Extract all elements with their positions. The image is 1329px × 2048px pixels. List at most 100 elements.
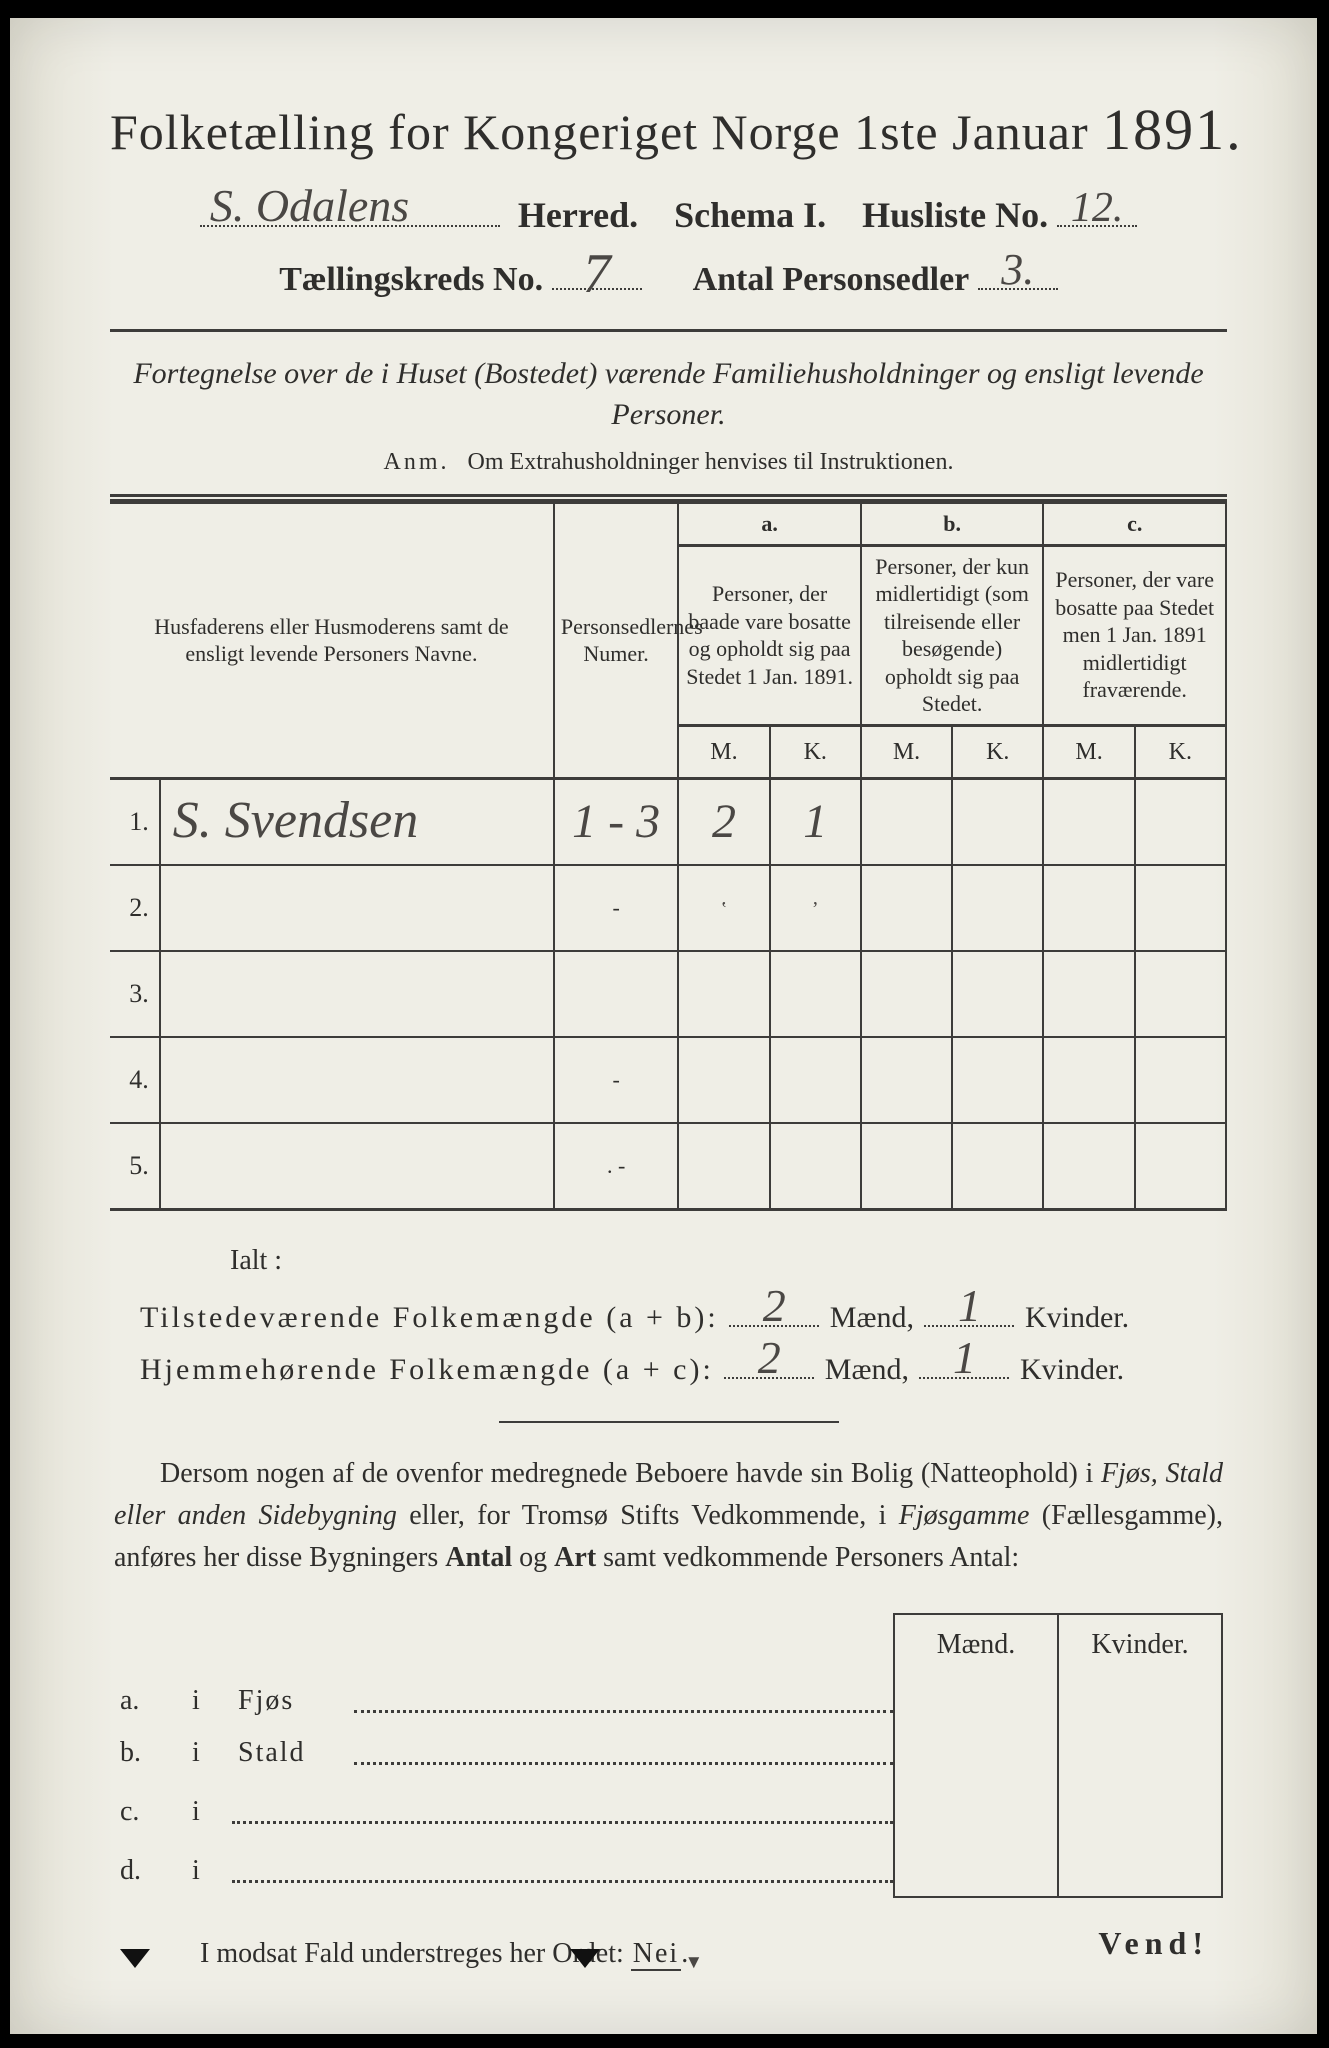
page-title: Folketælling for Kongeriget Norge 1ste J… [110, 96, 1227, 163]
tick: ‛ [721, 898, 728, 920]
anm-label: Anm. [384, 449, 450, 475]
nei-pre: I modsat Fald understreges her Ordet: [200, 1938, 624, 1969]
bld-i: i [186, 1675, 232, 1727]
row-num: 2. [110, 865, 160, 951]
row-num: 1. [110, 778, 160, 865]
p-t4: og [512, 1542, 554, 1573]
dersom-paragraph: Dersom nogen af de ovenfor medregnede Be… [114, 1453, 1223, 1579]
bld-i: i [186, 1838, 232, 1897]
row-seq: - [554, 1037, 678, 1123]
bld-m [894, 1727, 1058, 1779]
totals-row-2: Hjemmehørende Folkemængde (a + c): 2 Mæn… [140, 1347, 1227, 1387]
maend-label: Mænd, [830, 1301, 914, 1334]
a-M: M. [678, 725, 769, 778]
antal-label: Antal Personsedler [693, 261, 970, 298]
page-outer: Folketælling for Kongeriget Norge 1ste J… [0, 0, 1329, 2048]
tot1-label: Tilstedeværende Folkemængde (a + b): [140, 1301, 719, 1334]
p-b1: Antal [445, 1542, 512, 1573]
bld-row: c. i [114, 1779, 1222, 1838]
bld-m [894, 1838, 1058, 1897]
bld-kvinder-head: Kvinder. [1058, 1614, 1222, 1675]
subhead: Fortegnelse over de i Huset (Bostedet) v… [110, 354, 1227, 435]
building-table: Mænd. Kvinder. a. i Fjøs b. i Stald [114, 1613, 1223, 1898]
census-table: Husfaderens eller Husmoderens samt de en… [110, 501, 1227, 1211]
a-K: K. [770, 725, 861, 778]
bld-lab: b. [114, 1727, 186, 1779]
title-year: 1891. [1102, 97, 1243, 162]
husliste-value: 12. [1057, 187, 1137, 229]
anm-line: Anm. Om Extrahusholdninger henvises til … [110, 449, 1227, 476]
row-cK [1135, 778, 1226, 865]
p-t1: Dersom nogen af de ovenfor medregnede Be… [160, 1458, 1101, 1489]
col-c-desc: Personer, der vare bosatte paa Stedet me… [1055, 567, 1214, 702]
col-b-desc: Personer, der kun midlertidigt (som tilr… [875, 554, 1029, 717]
rule-1 [110, 329, 1227, 332]
kreds-label: Tællingskreds No. [279, 261, 543, 298]
row-seq: 1 - 3 [554, 778, 678, 865]
antal-value: 3. [978, 248, 1058, 292]
row-seq: . - [554, 1123, 678, 1210]
row-name [160, 865, 554, 951]
b-M: M. [861, 725, 952, 778]
row-aK: 1 [770, 778, 861, 865]
col-a-label: a. [678, 503, 861, 546]
bld-row: d. i [114, 1838, 1222, 1897]
husliste-label: Husliste No. [862, 195, 1048, 235]
row-seq: - [554, 865, 678, 951]
row-name [160, 1037, 554, 1123]
bld-k [1058, 1727, 1222, 1779]
maend-label: Mænd, [825, 1353, 909, 1386]
building-table-wrap: Mænd. Kvinder. a. i Fjøs b. i Stald [114, 1613, 1223, 1898]
row-bK [952, 778, 1043, 865]
bld-lab: d. [114, 1838, 186, 1897]
p-t2: eller, for Tromsø Stifts Vedkommende, i [397, 1500, 899, 1531]
tot1-m: 2 [729, 1283, 819, 1329]
tot2-m: 2 [724, 1335, 814, 1381]
bld-dots [354, 1727, 894, 1779]
row-num: 3. [110, 951, 160, 1037]
herred-label: Herred. [518, 195, 638, 235]
bld-i: i [186, 1727, 232, 1779]
kreds-value: 7 [552, 246, 642, 302]
schema-label: Schema I. [674, 195, 826, 235]
tot2-k: 1 [919, 1335, 1009, 1381]
b-K: K. [952, 725, 1043, 778]
anm-text: Om Extrahusholdninger henvises til Instr… [468, 449, 954, 475]
bld-lab: a. [114, 1675, 186, 1727]
bld-typ: Fjøs [232, 1675, 354, 1727]
c-K: K. [1135, 725, 1226, 778]
title-text: Folketælling for Kongeriget Norge 1ste J… [110, 104, 1089, 160]
table-row: 4. - [110, 1037, 1226, 1123]
totals-block: Ialt : Tilstedeværende Folkemængde (a + … [110, 1245, 1227, 1387]
bld-i: i [186, 1779, 232, 1838]
herred-value: S. Odalens [210, 183, 500, 229]
table-row: 1. S. Svendsen 1 - 3 2 1 [110, 778, 1226, 865]
table-row: 3. [110, 951, 1226, 1037]
rule-2a [110, 494, 1227, 497]
census-form: Folketælling for Kongeriget Norge 1ste J… [10, 18, 1317, 2034]
bld-m [894, 1779, 1058, 1838]
row-bM [861, 778, 952, 865]
ink-dot: ▾ [688, 1948, 699, 1973]
ialt-label: Ialt : [230, 1245, 1227, 1277]
table-row: 5. . - [110, 1123, 1226, 1210]
bld-row: a. i Fjøs [114, 1675, 1222, 1727]
nei-word: Nei [631, 1938, 681, 1971]
c-M: M. [1043, 725, 1134, 778]
row-num: 5. [110, 1123, 160, 1210]
nei-line: I modsat Fald understreges her Ordet: Ne… [200, 1938, 1227, 1975]
col-b-label: b. [861, 503, 1044, 546]
bld-lab: c. [114, 1779, 186, 1838]
row-name [160, 951, 554, 1037]
bld-typ: Stald [232, 1727, 354, 1779]
row-cM [1043, 778, 1134, 865]
kvinder-label: Kvinder. [1025, 1301, 1129, 1334]
tot1-k: 1 [924, 1283, 1014, 1329]
bld-m [894, 1675, 1058, 1727]
row-name: S. Svendsen [173, 792, 418, 849]
bld-dots [232, 1838, 894, 1897]
header-line-2: S. Odalens Herred. Schema I. Husliste No… [110, 189, 1227, 236]
row-seq [554, 951, 678, 1037]
totals-row-1: Tilstedeværende Folkemængde (a + b): 2 M… [140, 1295, 1227, 1335]
header-line-3: Tællingskreds No. 7 Antal Personsedler 3… [110, 254, 1227, 299]
